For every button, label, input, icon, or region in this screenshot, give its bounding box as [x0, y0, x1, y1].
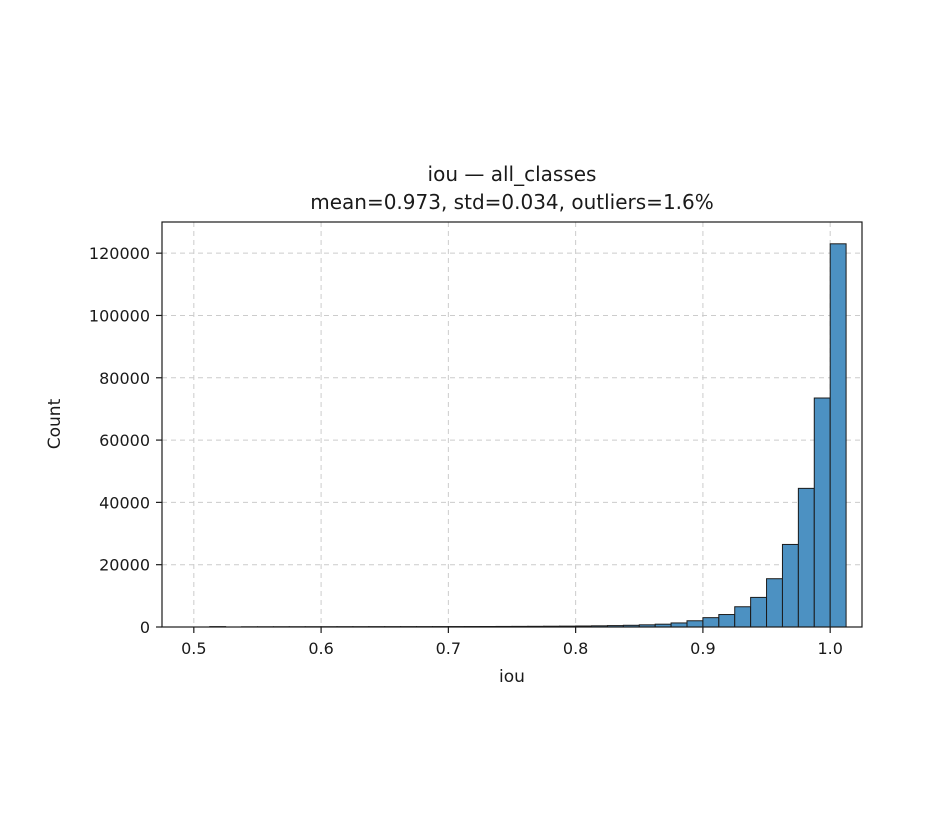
grid-layer: [162, 222, 862, 627]
y-tick-label: 100000: [89, 306, 150, 325]
histogram-bar: [751, 597, 767, 627]
histogram-bar: [735, 607, 751, 627]
histogram-bar: [798, 488, 814, 627]
x-tick-label: 0.9: [690, 639, 715, 658]
y-tick-label: 40000: [99, 493, 150, 512]
x-tick-label: 0.5: [181, 639, 206, 658]
histogram-bar: [719, 615, 735, 627]
histogram-bar: [687, 621, 703, 627]
x-axis-label: iou: [499, 667, 525, 687]
y-tick-label: 80000: [99, 369, 150, 388]
histogram-bar: [703, 618, 719, 627]
y-tick-label: 0: [140, 618, 150, 637]
plot-frame: [162, 222, 862, 627]
y-axis-label: Count: [45, 398, 65, 449]
bars-layer: [210, 244, 846, 627]
y-tick-label: 20000: [99, 556, 150, 575]
y-tick-label: 60000: [99, 431, 150, 450]
x-tick-label: 0.8: [563, 639, 588, 658]
chart-subtitle: mean=0.973, std=0.034, outliers=1.6%: [310, 190, 714, 214]
x-tick-label: 0.6: [308, 639, 333, 658]
histogram-bar: [767, 579, 783, 627]
histogram-bar: [814, 398, 830, 627]
histogram-bar: [782, 544, 798, 627]
y-tick-label: 120000: [89, 244, 150, 263]
chart-title: iou — all_classes: [428, 162, 597, 186]
x-tick-label: 0.7: [436, 639, 461, 658]
ticks-layer: 0.5 0.6 0.7 0.8 0.9 1.0 0 20000 40000 60000 80000 1…: [89, 244, 843, 658]
histogram-bar: [671, 623, 687, 627]
histogram-bar: [830, 244, 846, 627]
x-tick-label: 1.0: [817, 639, 842, 658]
